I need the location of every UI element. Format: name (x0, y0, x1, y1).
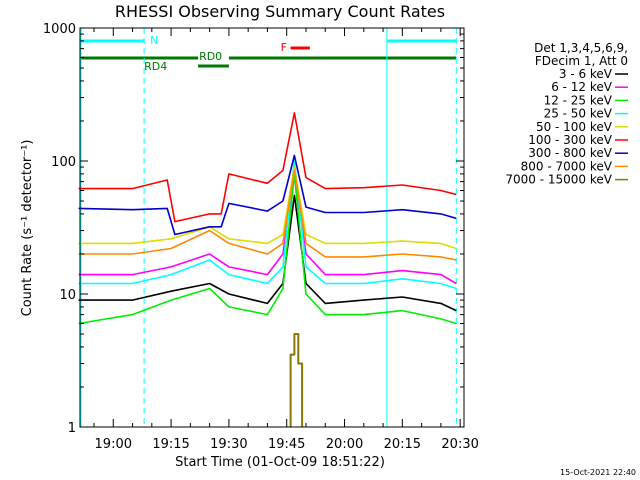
series-line (78, 112, 457, 223)
series-line (78, 194, 457, 312)
series-layer (78, 112, 457, 427)
series-line (78, 173, 457, 285)
legend-header-line-2: FDecim 1, Att 0 (535, 54, 628, 68)
annotation-label: RD4 (144, 60, 167, 73)
x-tick-label: 20:15 (384, 437, 421, 452)
annotation-bars: N RD0 RD4 F (80, 28, 457, 427)
legend-entry-label: 50 - 100 keV (536, 120, 613, 134)
legend-header-line-1: Det 1,3,4,5,6,9, (534, 41, 628, 55)
x-tick-label: 19:30 (210, 437, 247, 452)
y-tick-label: 100 (51, 155, 76, 170)
x-tick-label: 19:45 (268, 437, 305, 452)
legend-entry-label: 3 - 6 keV (559, 67, 613, 81)
chart-title: RHESSI Observing Summary Count Rates (115, 2, 445, 21)
legend-entry-label: 25 - 50 keV (544, 107, 613, 121)
legend-entry-label: 12 - 25 keV (544, 93, 613, 107)
x-tick-label: 19:15 (152, 437, 189, 452)
x-axis-label: Start Time (01-Oct-09 18:51:22) (175, 455, 385, 470)
annotation-label: RD0 (199, 50, 222, 63)
series-line (78, 166, 457, 250)
legend: Det 1,3,4,5,6,9, FDecim 1, Att 0 3 - 6 k… (505, 41, 628, 187)
y-axis-label: Count Rate (s⁻¹ detector⁻¹) (20, 140, 35, 317)
legend-entry-label: 300 - 800 keV (528, 146, 612, 160)
legend-entry-label: 7000 - 15000 keV (505, 173, 612, 187)
series-line (78, 160, 457, 290)
y-tick-label: 1000 (43, 22, 76, 37)
y-axis: 1 10 100 1000 (43, 22, 464, 436)
annotation-label: N (150, 34, 158, 47)
y-tick-label: 10 (59, 288, 76, 303)
x-tick-label: 19:00 (95, 437, 132, 452)
y-tick-label: 1 (68, 421, 76, 436)
series-line (289, 333, 304, 427)
series-line (78, 154, 457, 236)
x-axis: 19:00 19:15 19:30 19:45 20:00 20:15 20:30 (93, 28, 479, 452)
legend-entry-label: 6 - 12 keV (551, 80, 613, 94)
series-line (78, 173, 457, 325)
legend-entry-label: 800 - 7000 keV (521, 159, 613, 173)
series-line (78, 169, 457, 261)
legend-entry-label: 100 - 300 keV (528, 133, 612, 147)
annotation-label: F (281, 41, 287, 54)
x-tick-label: 20:00 (326, 437, 363, 452)
footer-timestamp: 15-Oct-2021 22:40 (560, 468, 636, 477)
plot-frame (79, 27, 465, 428)
x-tick-label: 20:30 (441, 437, 478, 452)
